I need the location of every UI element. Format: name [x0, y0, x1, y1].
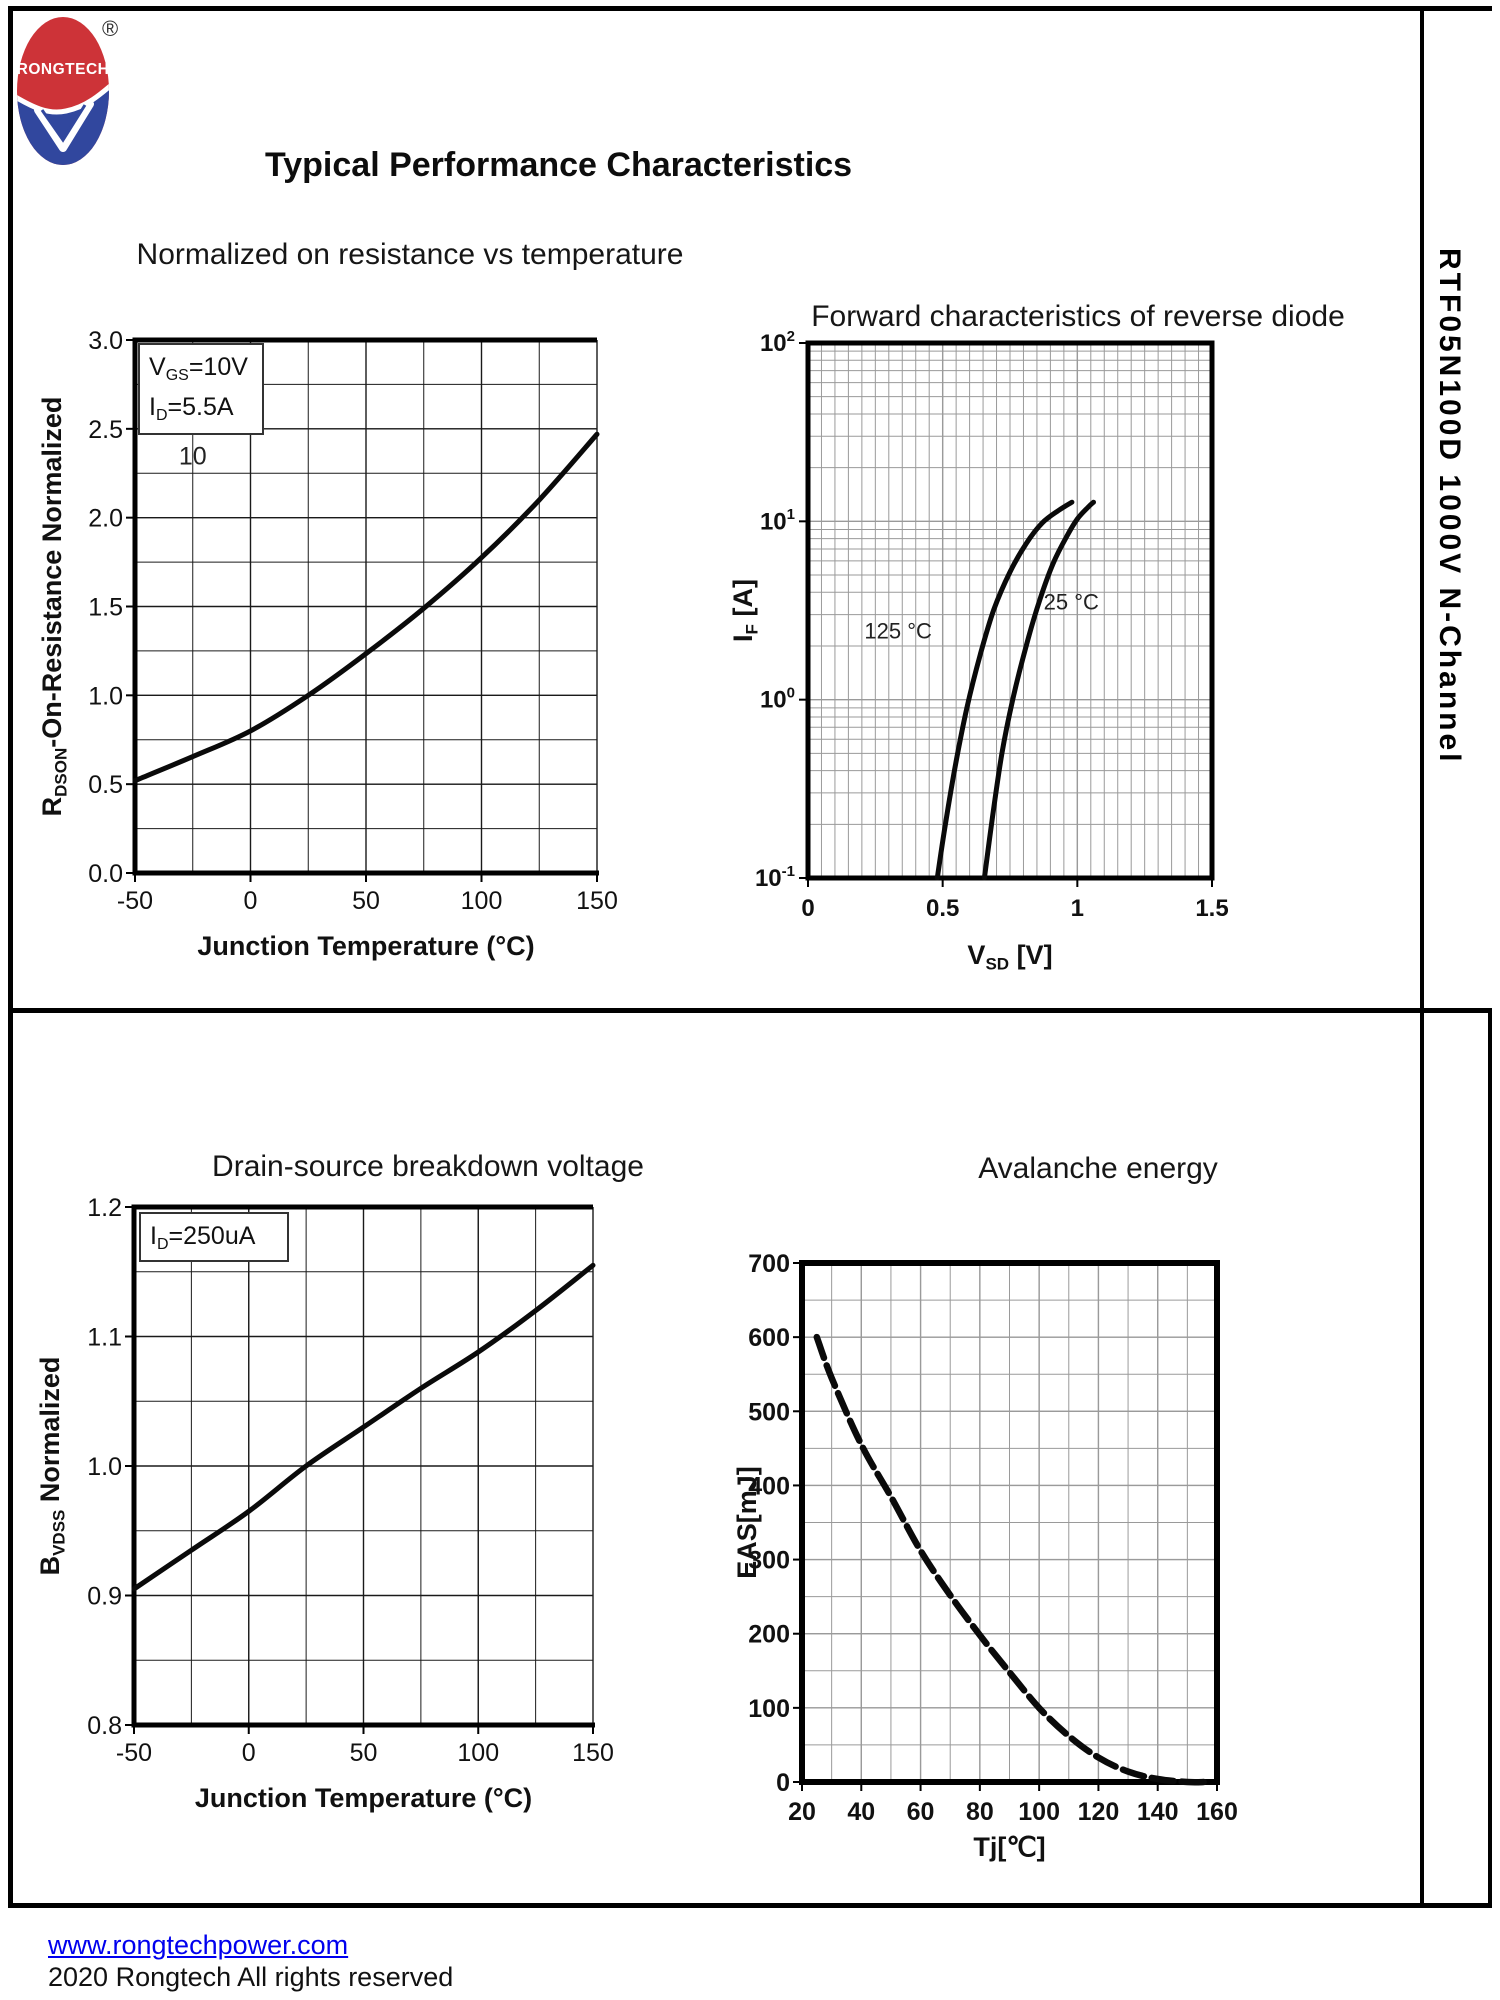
svg-text:25 °C: 25 °C: [1044, 590, 1099, 615]
logo-blue-check: [40, 104, 87, 143]
rongtech-logo: RONGTECH: [17, 17, 110, 165]
logo-brand-text: RONGTECH: [17, 61, 110, 78]
svg-text:VGS=10V: VGS=10V: [149, 353, 248, 384]
footer-copyright: 2020 Rongtech All rights reserved: [48, 1962, 454, 1992]
svg-text:EAS[mJ]: EAS[mJ]: [732, 1466, 762, 1579]
svg-text:600: 600: [748, 1324, 790, 1352]
svg-text:300: 300: [748, 1547, 790, 1575]
svg-text:10-1: 10-1: [755, 863, 795, 892]
svg-text:140: 140: [1137, 1798, 1179, 1826]
svg-text:160: 160: [1196, 1798, 1238, 1826]
svg-text:2.5: 2.5: [88, 416, 123, 444]
svg-text:0: 0: [801, 895, 814, 922]
svg-text:Junction Temperature (°C): Junction Temperature (°C): [195, 1783, 532, 1813]
svg-text:IF [A]: IF [A]: [728, 579, 761, 642]
svg-text:500: 500: [748, 1398, 790, 1426]
footer-website-link[interactable]: www.rongtechpower.com: [48, 1930, 349, 1960]
page-title: Typical Performance Characteristics: [265, 146, 853, 184]
svg-text:0: 0: [244, 887, 258, 915]
svg-text:10: 10: [179, 442, 207, 470]
svg-text:1.2: 1.2: [87, 1194, 122, 1222]
svg-text:60: 60: [907, 1798, 935, 1826]
svg-text:-50: -50: [117, 887, 153, 915]
breakdown-voltage-chart: -50 0 50 100 150 0.8 0.9 1.0 1.1 1.2 ID=250uA Junct…: [35, 1194, 614, 1813]
svg-text:0.5: 0.5: [88, 771, 123, 799]
svg-text:50: 50: [350, 1739, 378, 1767]
chart-title-on-resistance: Normalized on resistance vs temperature: [136, 238, 684, 271]
svg-text:2.0: 2.0: [88, 505, 123, 533]
registered-trademark-icon: ®: [102, 16, 119, 41]
page-divider: [8, 1008, 1492, 1013]
side-product-label: RTF05N100D 1000V N-Channel: [1433, 248, 1466, 765]
svg-text:BVDSS Normalized: BVDSS Normalized: [35, 1357, 68, 1576]
svg-text:1.0: 1.0: [87, 1453, 122, 1481]
chart-title-avalanche: Avalanche energy: [978, 1152, 1218, 1185]
svg-text:0.8: 0.8: [87, 1712, 122, 1740]
svg-text:1.5: 1.5: [1195, 895, 1228, 922]
svg-text:-50: -50: [116, 1739, 152, 1767]
svg-text:400: 400: [748, 1472, 790, 1500]
svg-text:1: 1: [1071, 895, 1084, 922]
svg-text:100: 100: [760, 685, 795, 714]
svg-text:700: 700: [748, 1250, 790, 1278]
svg-text:200: 200: [748, 1621, 790, 1649]
svg-text:Tj[℃]: Tj[℃]: [973, 1832, 1045, 1862]
svg-text:125 °C: 125 °C: [864, 619, 932, 644]
svg-text:50: 50: [352, 887, 380, 915]
svg-text:1.0: 1.0: [88, 682, 123, 710]
svg-text:1.1: 1.1: [87, 1324, 122, 1352]
svg-text:101: 101: [760, 506, 795, 535]
chart-title-breakdown: Drain-source breakdown voltage: [212, 1150, 644, 1183]
logo-white-check: [34, 100, 94, 152]
svg-text:ID=5.5A: ID=5.5A: [149, 393, 234, 424]
svg-text:0: 0: [242, 1739, 256, 1767]
svg-text:150: 150: [572, 1739, 614, 1767]
svg-text:0: 0: [776, 1769, 790, 1797]
logo-white-wave: [17, 79, 109, 115]
svg-text:0.5: 0.5: [926, 895, 959, 922]
page-border-left: [8, 6, 13, 1908]
page-border-top: [8, 6, 1492, 11]
svg-text:VSD [V]: VSD [V]: [967, 940, 1052, 973]
svg-text:150: 150: [576, 887, 618, 915]
svg-text:40: 40: [847, 1798, 875, 1826]
avalanche-energy-chart: 20 40 60 80 100 120 140 160 0 100 200 300 400 500 600 7…: [732, 1250, 1238, 1862]
svg-text:120: 120: [1078, 1798, 1120, 1826]
svg-text:102: 102: [760, 328, 795, 357]
svg-text:20: 20: [788, 1798, 816, 1826]
svg-text:ID=250uA: ID=250uA: [150, 1222, 256, 1253]
svg-text:RDSON-On-Resistance Normalized: RDSON-On-Resistance Normalized: [37, 397, 70, 817]
svg-text:80: 80: [966, 1798, 994, 1826]
on-resistance-chart: -50 0 50 100 150 0.0 0.5 1.0 1.5 2.0 2.5 3.0 VGS=10V…: [37, 327, 618, 961]
page-border-bottom: [8, 1903, 1492, 1908]
chart-title-diode-forward: Forward characteristics of reverse diode: [811, 300, 1345, 333]
page-border-outer-right: [1488, 1008, 1492, 1908]
svg-text:100: 100: [457, 1739, 499, 1767]
page-border-inner-right: [1420, 6, 1424, 1908]
svg-text:0.0: 0.0: [88, 860, 123, 888]
svg-text:100: 100: [748, 1695, 790, 1723]
svg-text:100: 100: [461, 887, 503, 915]
diode-forward-chart: 0 0.5 1 1.5 102 101 100 10-1 125 °C 25 °C VSD [V] I…: [728, 328, 1229, 974]
svg-text:Junction Temperature (°C): Junction Temperature (°C): [197, 931, 534, 961]
svg-text:1.5: 1.5: [88, 594, 123, 622]
svg-text:100: 100: [1018, 1798, 1060, 1826]
svg-text:0.9: 0.9: [87, 1583, 122, 1611]
svg-text:3.0: 3.0: [88, 327, 123, 355]
